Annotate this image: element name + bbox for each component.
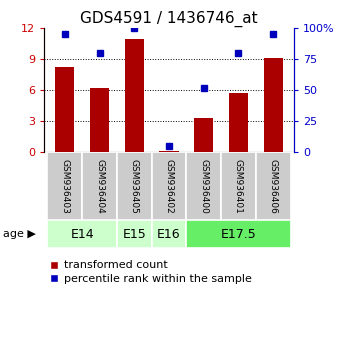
Bar [194, 118, 213, 152]
Bar [264, 58, 283, 152]
Title: GDS4591 / 1436746_at: GDS4591 / 1436746_at [80, 11, 258, 27]
Text: E16: E16 [157, 228, 181, 241]
Bar [90, 88, 109, 152]
Bar [152, 152, 186, 220]
Bar [47, 152, 82, 220]
Text: GSM936401: GSM936401 [234, 159, 243, 213]
Bar [186, 220, 291, 248]
Bar [125, 39, 144, 152]
Legend: transformed count, percentile rank within the sample: transformed count, percentile rank withi… [49, 261, 252, 284]
Bar [117, 220, 152, 248]
Bar [82, 152, 117, 220]
Text: E17.5: E17.5 [221, 228, 256, 241]
Bar [229, 93, 248, 152]
Text: GSM936405: GSM936405 [130, 159, 139, 213]
Bar [117, 152, 152, 220]
Text: GSM936404: GSM936404 [95, 159, 104, 213]
Text: age ▶: age ▶ [3, 229, 36, 239]
Bar [47, 220, 117, 248]
Text: E15: E15 [122, 228, 146, 241]
Bar [221, 152, 256, 220]
Bar [256, 152, 291, 220]
Text: GSM936406: GSM936406 [269, 159, 278, 213]
Text: GSM936402: GSM936402 [165, 159, 173, 213]
Text: GSM936403: GSM936403 [60, 159, 69, 213]
Bar [186, 152, 221, 220]
Bar [160, 151, 178, 152]
Bar [152, 220, 186, 248]
Text: E14: E14 [70, 228, 94, 241]
Bar [55, 67, 74, 152]
Text: GSM936400: GSM936400 [199, 159, 208, 213]
